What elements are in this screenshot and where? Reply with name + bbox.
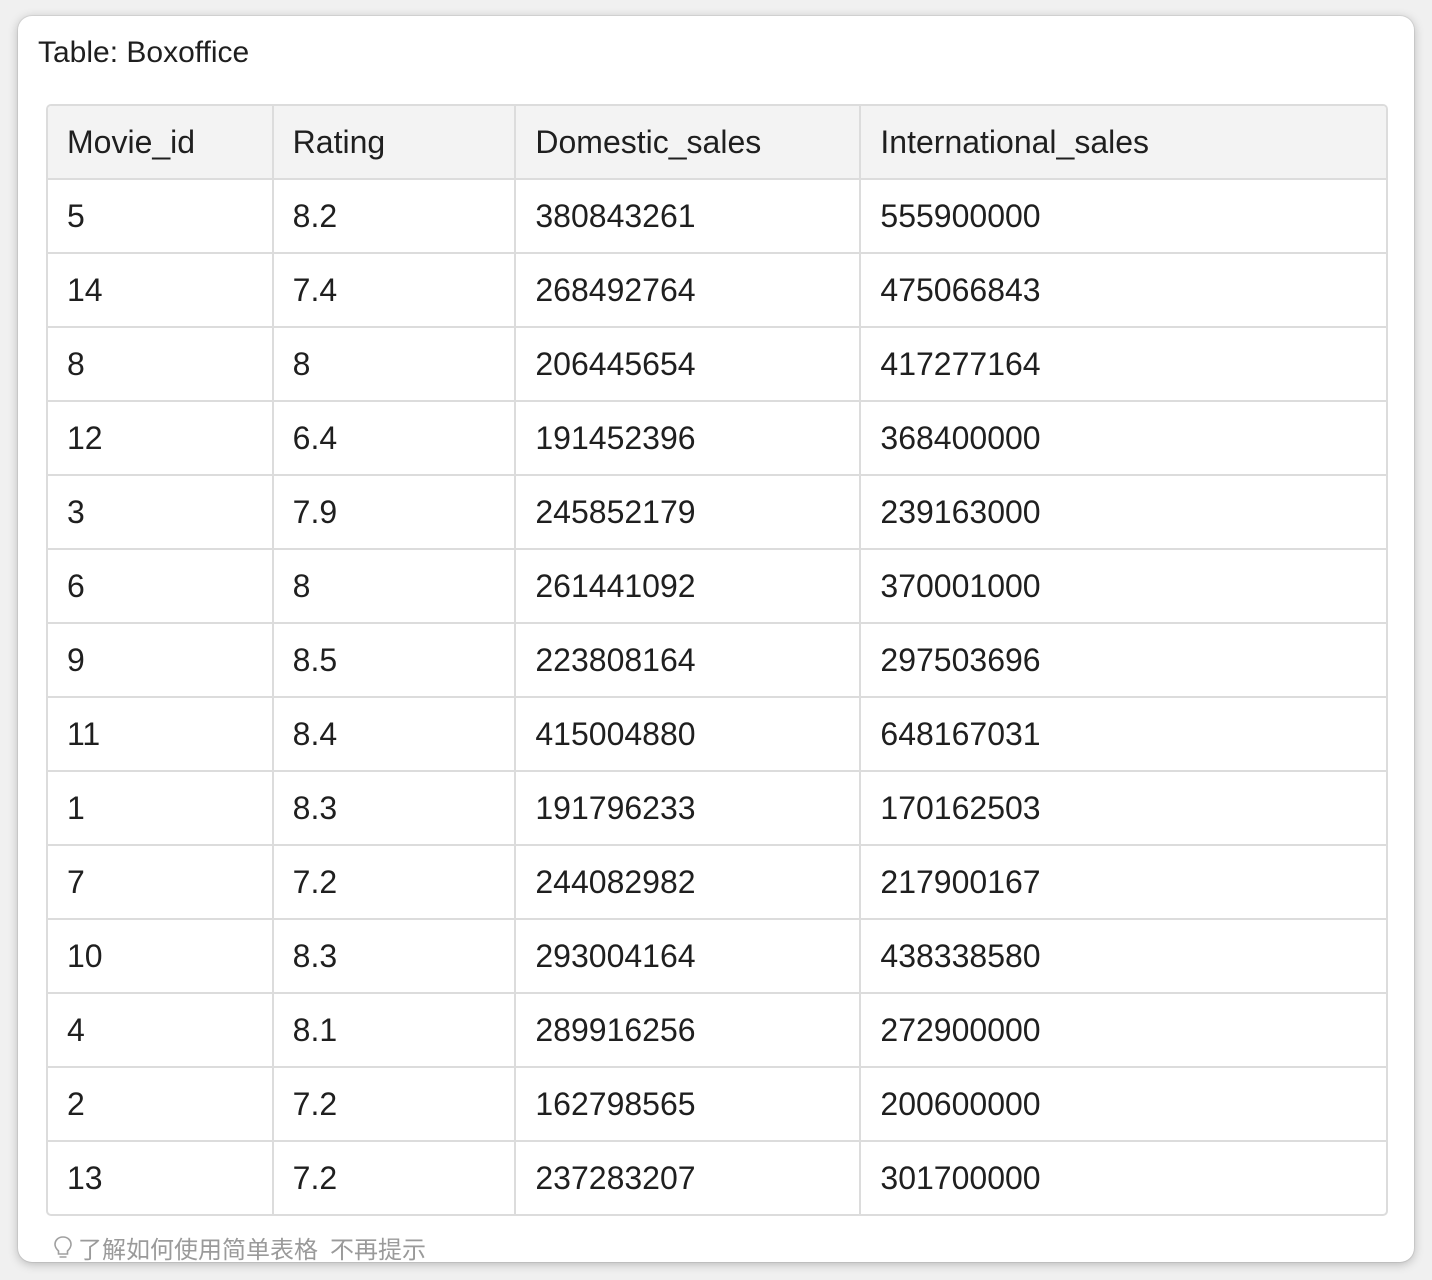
cell-movie-id[interactable]: 9 (48, 623, 274, 698)
table-row: 5 8.2 380843261 555900000 (48, 179, 1386, 254)
cell-movie-id[interactable]: 12 (48, 401, 274, 476)
cell-domestic-sales[interactable]: 380843261 (515, 179, 862, 254)
cell-movie-id[interactable]: 6 (48, 549, 274, 624)
cell-international-sales[interactable]: 648167031 (860, 697, 1386, 772)
cell-domestic-sales[interactable]: 191796233 (515, 771, 862, 846)
cell-international-sales[interactable]: 239163000 (860, 475, 1386, 550)
boxoffice-table: Movie_id Rating Domestic_sales Internati… (48, 106, 1386, 1214)
cell-international-sales[interactable]: 555900000 (860, 179, 1386, 254)
cell-movie-id[interactable]: 8 (48, 327, 274, 402)
cell-domestic-sales[interactable]: 289916256 (515, 993, 862, 1068)
column-header-movie-id[interactable]: Movie_id (48, 106, 274, 180)
table-row: 4 8.1 289916256 272900000 (48, 993, 1386, 1068)
cell-domestic-sales[interactable]: 237283207 (515, 1141, 862, 1214)
cell-international-sales[interactable]: 370001000 (860, 549, 1386, 624)
cell-domestic-sales[interactable]: 244082982 (515, 845, 862, 920)
table-window: Table: Boxoffice Movie_id Rating Domesti… (18, 16, 1414, 1262)
cell-rating[interactable]: 7.9 (272, 475, 517, 550)
cell-rating[interactable]: 7.2 (272, 1141, 517, 1214)
cell-international-sales[interactable]: 475066843 (860, 253, 1386, 328)
table-row: 1 8.3 191796233 170162503 (48, 771, 1386, 846)
tip-text[interactable]: 了解如何使用简单表格 (78, 1236, 318, 1262)
table-row: 3 7.9 245852179 239163000 (48, 475, 1386, 550)
table-container: Movie_id Rating Domestic_sales Internati… (46, 104, 1388, 1216)
table-row: 2 7.2 162798565 200600000 (48, 1067, 1386, 1142)
cell-domestic-sales[interactable]: 261441092 (515, 549, 862, 624)
cell-movie-id[interactable]: 4 (48, 993, 274, 1068)
table-row: 13 7.2 237283207 301700000 (48, 1141, 1386, 1214)
cell-rating[interactable]: 7.2 (272, 1067, 517, 1142)
cell-rating[interactable]: 8 (272, 549, 517, 624)
cell-rating[interactable]: 7.2 (272, 845, 517, 920)
cell-domestic-sales[interactable]: 245852179 (515, 475, 862, 550)
cell-domestic-sales[interactable]: 415004880 (515, 697, 862, 772)
table-row: 9 8.5 223808164 297503696 (48, 623, 1386, 698)
cell-movie-id[interactable]: 13 (48, 1141, 274, 1214)
cell-movie-id[interactable]: 7 (48, 845, 274, 920)
cell-rating[interactable]: 7.4 (272, 253, 517, 328)
cell-rating[interactable]: 8.1 (272, 993, 517, 1068)
cell-movie-id[interactable]: 2 (48, 1067, 274, 1142)
cell-rating[interactable]: 8.3 (272, 771, 517, 846)
table-row: 8 8 206445654 417277164 (48, 327, 1386, 402)
cell-domestic-sales[interactable]: 162798565 (515, 1067, 862, 1142)
table-header-row: Movie_id Rating Domestic_sales Internati… (48, 106, 1386, 180)
cell-movie-id[interactable]: 14 (48, 253, 274, 328)
cell-rating[interactable]: 8.4 (272, 697, 517, 772)
cell-movie-id[interactable]: 3 (48, 475, 274, 550)
table-row: 6 8 261441092 370001000 (48, 549, 1386, 624)
cell-international-sales[interactable]: 417277164 (860, 327, 1386, 402)
cell-international-sales[interactable]: 200600000 (860, 1067, 1386, 1142)
cell-domestic-sales[interactable]: 206445654 (515, 327, 862, 402)
cell-international-sales[interactable]: 170162503 (860, 771, 1386, 846)
cell-international-sales[interactable]: 217900167 (860, 845, 1386, 920)
cell-rating[interactable]: 8 (272, 327, 517, 402)
cell-international-sales[interactable]: 438338580 (860, 919, 1386, 994)
cell-domestic-sales[interactable]: 223808164 (515, 623, 862, 698)
cell-international-sales[interactable]: 368400000 (860, 401, 1386, 476)
table-title: Table: Boxoffice (38, 36, 250, 69)
cell-domestic-sales[interactable]: 268492764 (515, 253, 862, 328)
cell-movie-id[interactable]: 5 (48, 179, 274, 254)
column-header-rating[interactable]: Rating (272, 106, 517, 180)
dismiss-tip-link[interactable]: 不再提示 (330, 1236, 426, 1262)
cell-domestic-sales[interactable]: 293004164 (515, 919, 862, 994)
cell-international-sales[interactable]: 301700000 (880, 1159, 1041, 1196)
cell-rating[interactable]: 6.4 (272, 401, 517, 476)
cell-rating[interactable]: 8.2 (272, 179, 517, 254)
cell-movie-id[interactable]: 10 (48, 919, 274, 994)
lightbulb-icon (54, 1235, 72, 1258)
tip-bar: 了解如何使用简单表格 不再提示 (52, 1230, 426, 1262)
cell-international-sales[interactable]: 297503696 (860, 623, 1386, 698)
cell-rating[interactable]: 8.3 (272, 919, 517, 994)
table-row: 14 7.4 268492764 475066843 (48, 253, 1386, 328)
cell-rating[interactable]: 8.5 (272, 623, 517, 698)
table-row: 10 8.3 293004164 438338580 (48, 919, 1386, 994)
cell-international-sales[interactable]: 272900000 (860, 993, 1386, 1068)
table-row: 11 8.4 415004880 648167031 (48, 697, 1386, 772)
column-header-international-sales[interactable]: International_sales (860, 106, 1386, 180)
table-row: 12 6.4 191452396 368400000 (48, 401, 1386, 476)
cell-movie-id[interactable]: 1 (48, 771, 274, 846)
cell-domestic-sales[interactable]: 191452396 (515, 401, 862, 476)
table-row: 7 7.2 244082982 217900167 (48, 845, 1386, 920)
column-header-domestic-sales[interactable]: Domestic_sales (515, 106, 862, 180)
cell-movie-id[interactable]: 11 (48, 697, 274, 772)
